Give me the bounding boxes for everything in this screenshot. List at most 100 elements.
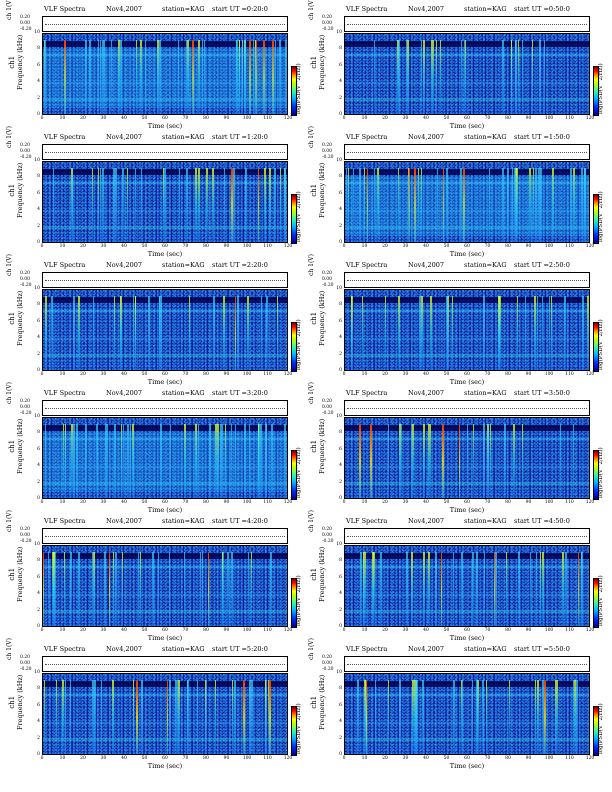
- time-tick-label: 10: [361, 244, 368, 249]
- sferic-streak: [222, 552, 225, 626]
- sferic-streak: [265, 296, 269, 370]
- sferic-streak: [542, 296, 544, 370]
- sferic-streak: [204, 40, 206, 114]
- time-tick-label: 110: [263, 372, 272, 377]
- frequency-tick-label: 4: [37, 79, 40, 85]
- waveform-strip: [42, 656, 288, 672]
- channel-axis-label: ch 1(V): [6, 0, 13, 20]
- frequency-band: [43, 754, 287, 755]
- frequency-band: [43, 437, 287, 440]
- sferic-streak: [147, 296, 150, 370]
- sferic-streak: [235, 424, 237, 498]
- sferic-streak: [398, 40, 400, 114]
- sferic-streak: [157, 552, 159, 626]
- colorbar-label: log(PSD(V^2/Hz)): [598, 319, 604, 370]
- sferic-streak: [563, 168, 565, 242]
- sferic-streak: [97, 168, 99, 242]
- channel-name: ch1: [310, 439, 318, 453]
- time-ticks: 0 10 20 30 40 50 60 70 80 90 100 110 120: [343, 628, 595, 636]
- frequency-band: [345, 498, 589, 499]
- sferic-streak: [464, 424, 466, 498]
- time-tick-label: 70: [484, 500, 491, 505]
- channel-axis-label: ch 1(V): [308, 126, 315, 148]
- time-tick-label: 40: [121, 756, 127, 761]
- frequency-band: [43, 40, 287, 47]
- sferic-streak: [205, 680, 208, 754]
- spectrogram-image: [42, 33, 288, 115]
- frequency-axis-label: ch1 Frequency (kHz): [310, 163, 326, 218]
- time-tick-label: 70: [484, 244, 491, 249]
- time-tick-label: 40: [423, 500, 429, 505]
- sferic-streak: [100, 168, 101, 242]
- sferic-streak: [114, 168, 117, 242]
- colorbar-label: log(PSD(V^2/Hz)): [296, 319, 302, 370]
- ylabel-text: Frequency (kHz): [16, 418, 24, 474]
- date-label: Nov4,2007: [408, 261, 445, 269]
- sferic-streak: [214, 680, 217, 754]
- frequency-tick-label: 10: [336, 670, 342, 675]
- sferic-streak: [451, 296, 454, 370]
- sferic-streak: [540, 552, 542, 626]
- broadband-haze: [43, 432, 287, 493]
- frequency-axis-label: ch1 Frequency (kHz): [310, 419, 326, 474]
- time-tick-label: 0: [40, 244, 44, 249]
- date-label: Nov4,2007: [106, 645, 143, 653]
- sferic-streak: [400, 424, 402, 498]
- program-label: VLF Spectra: [346, 645, 388, 653]
- channel-axis-label: ch 1(V): [6, 382, 13, 404]
- frequency-tick-label: 2: [339, 351, 342, 357]
- time-tick-label: 10: [59, 372, 66, 377]
- time-tick-label: 0: [342, 500, 346, 505]
- frequency-band: [345, 594, 589, 597]
- spectrogram-panel: VLF Spectra Nov4,2007 station=KAG start UT …: [4, 254, 304, 388]
- time-tick-label: 20: [80, 372, 86, 377]
- frequency-tick-label: 2: [339, 223, 342, 229]
- time-tick-label: 120: [585, 756, 595, 761]
- time-tick-label: 20: [382, 628, 388, 633]
- channel-tick-label: 0.20: [322, 15, 333, 20]
- frequency-band: [345, 40, 589, 47]
- time-ticks: 0 10 20 30 40 50 60 70 80 90 100 110 120: [343, 372, 595, 380]
- frequency-tick-label: 8: [37, 302, 40, 308]
- time-tick-label: 70: [484, 116, 491, 121]
- time-tick-label: 60: [464, 244, 470, 249]
- sferic-streak: [225, 424, 226, 498]
- sferic-streak: [359, 552, 362, 626]
- frequency-tick-label: 2: [37, 351, 40, 357]
- sferic-streak: [152, 552, 155, 626]
- time-tick-label: 80: [203, 756, 209, 761]
- sferic-streak: [398, 296, 401, 370]
- sferic-streak: [439, 40, 441, 114]
- sferic-streak: [517, 296, 519, 370]
- time-tick-label: 120: [283, 628, 293, 633]
- time-tick-label: 80: [203, 372, 209, 377]
- sferic-streak: [461, 40, 463, 114]
- sferic-streak: [89, 40, 91, 114]
- sferic-streak: [95, 424, 98, 498]
- start-time-label: start UT =2:50:0: [514, 261, 570, 269]
- frequency-axis-label: ch1 Frequency (kHz): [310, 291, 326, 346]
- sferic-streak: [264, 424, 268, 498]
- sferic-streak: [370, 424, 372, 498]
- frequency-tick-label: 8: [37, 686, 40, 692]
- time-tick-label: 120: [585, 372, 595, 377]
- sferic-streak: [475, 552, 478, 626]
- sferic-streak: [475, 680, 478, 754]
- frequency-band: [345, 609, 589, 613]
- sferic-streak: [364, 680, 366, 754]
- frequency-band: [43, 498, 287, 499]
- frequency-ticks: 0 2 4 6 8 10: [30, 30, 42, 117]
- time-ticks: 0 10 20 30 40 50 60 70 80 90 100 110 120: [41, 756, 293, 764]
- frequency-band: [43, 737, 287, 741]
- time-tick-label: 50: [443, 116, 450, 121]
- sferic-streak: [55, 680, 57, 754]
- frequency-tick-label: 4: [339, 335, 342, 341]
- frequency-tick-label: 0: [339, 240, 342, 245]
- sferic-streak: [199, 552, 201, 626]
- frequency-tick-label: 0: [37, 112, 40, 117]
- sferic-streak: [569, 168, 572, 242]
- sferic-streak: [205, 680, 207, 754]
- date-label: Nov4,2007: [408, 389, 445, 397]
- sferic-streak: [396, 40, 399, 114]
- sferic-streak: [537, 680, 540, 754]
